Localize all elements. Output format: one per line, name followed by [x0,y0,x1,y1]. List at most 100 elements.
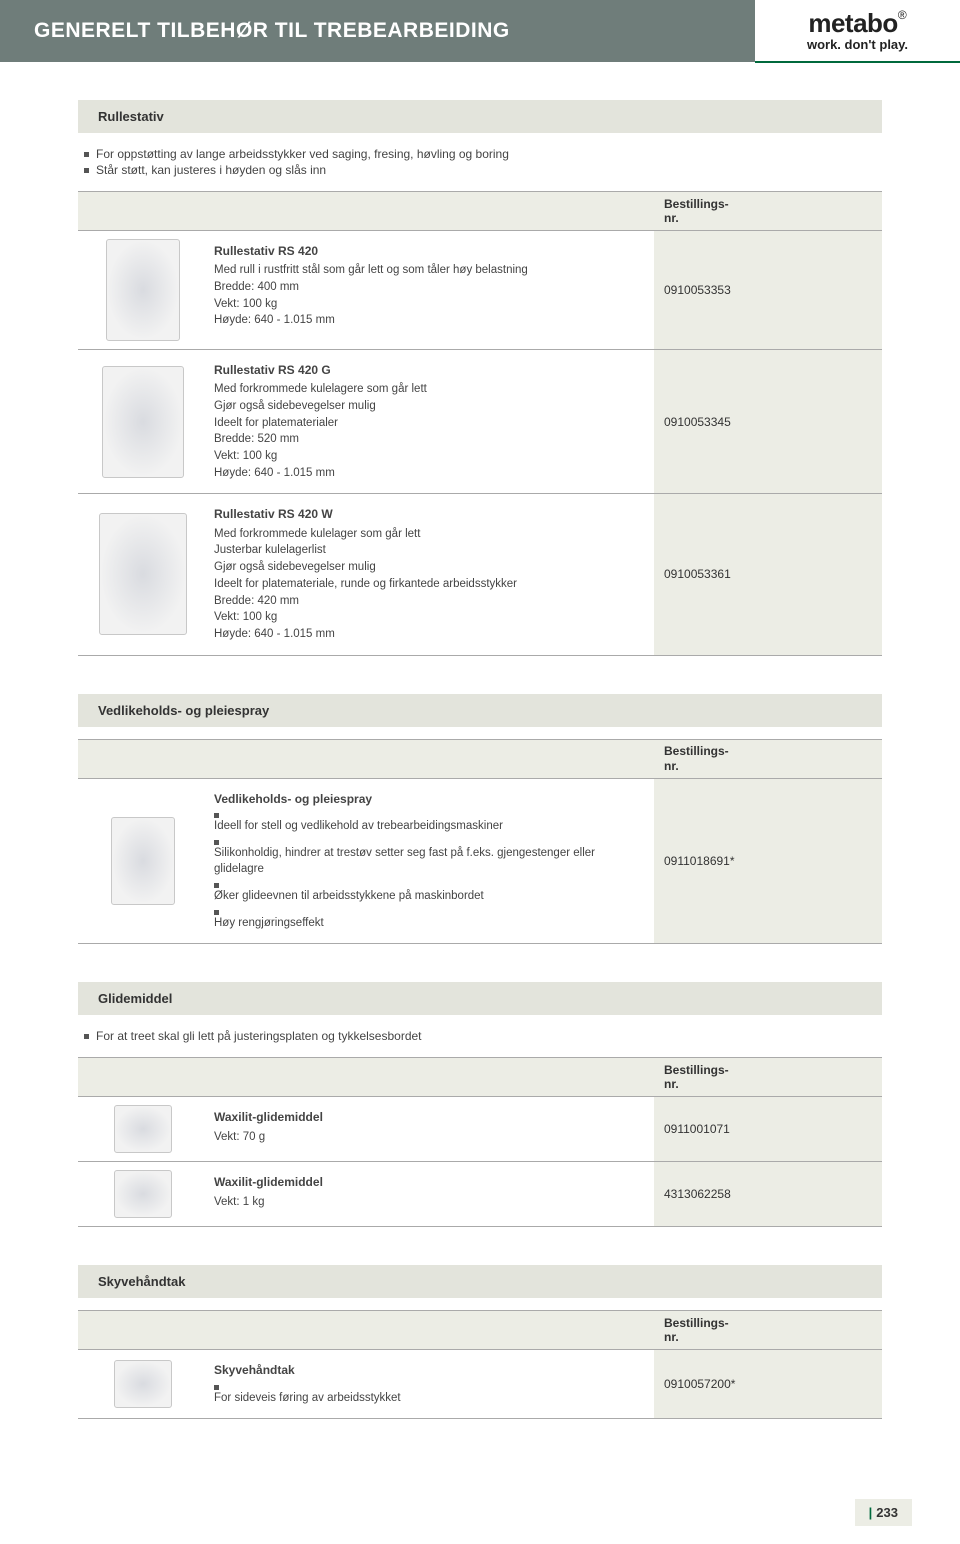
order-number: 4313062258 [654,1162,882,1226]
product-spec-line: Høyde: 640 - 1.015 mm [214,312,644,329]
product-spec-line: Ideelt for platemateriale, runde og firk… [214,576,644,593]
product-title: Waxilit-glidemiddel [214,1174,644,1191]
product-description: Rullestativ RS 420 G Med forkrommede kule… [208,350,654,493]
product-row: Rullestativ RS 420 G Med forkrommede kule… [78,350,882,494]
bullet-item: Står støtt, kan justeres i høyden og slå… [84,163,882,177]
section-intro: For at treet skal gli lett på justerings… [78,1015,882,1057]
bullet-text: Ideell for stell og vedlikehold av trebe… [214,818,644,835]
logo-text: metabo [808,8,897,38]
product-row: Rullestativ RS 420 W Med forkrommede kule… [78,494,882,655]
page-header: GENERELT TILBEHØR TIL TREBEARBEIDING met… [0,0,960,62]
bullet-square-icon [84,1034,89,1039]
product-spec-line: Med rull i rustfritt stål som går lett o… [214,262,644,279]
product-spec-line: Vekt: 100 kg [214,609,644,626]
product-description: Vedlikeholds- og pleiespray Ideell for st… [208,779,654,944]
section-title: Skyvehåndtak [78,1265,882,1298]
page-content: Rullestativ For oppstøtting av lange arbe… [0,62,960,1439]
bullet-text: Høy rengjøringseffekt [214,915,644,932]
product-image-cell [78,1097,208,1161]
product-spec-line: Gjør også sidebevegelser mulig [214,398,644,415]
product-row: Rullestativ RS 420 Med rull i rustfritt s… [78,231,882,350]
product-spec-line: Høyde: 640 - 1.015 mm [214,465,644,482]
order-header: Bestillings-nr. [78,1057,882,1097]
product-image [99,513,187,635]
product-image [111,817,175,905]
bullet-text: Silikonholdig, hindrer at trestøv setter… [214,845,644,878]
product-title: Rullestativ RS 420 W [214,506,644,523]
product-spec-line: Med forkrommede kulelager som går lett [214,526,644,543]
order-number: 0910053345 [654,350,882,493]
product-description: Rullestativ RS 420 Med rull i rustfritt s… [208,231,654,349]
bullet-text: Står støtt, kan justeres i høyden og slå… [96,163,326,177]
product-spec-line: Justerbar kulelagerlist [214,542,644,559]
product-image [114,1105,172,1153]
product-description: Skyvehåndtak For sideveis føring av arbei… [208,1350,654,1418]
order-header-label: Bestillings-nr. [654,744,882,773]
product-spec-line: Bredde: 400 mm [214,279,644,296]
product-spec-line: Bredde: 520 mm [214,431,644,448]
product-row: Waxilit-glidemiddel Vekt: 70 g 0911001071 [78,1097,882,1162]
section-title: Glidemiddel [78,982,882,1015]
product-image-cell [78,1162,208,1226]
product-row: Vedlikeholds- og pleiespray Ideell for st… [78,779,882,945]
product-image-cell [78,350,208,493]
product-title: Rullestativ RS 420 [214,243,644,260]
product-title: Vedlikeholds- og pleiespray [214,791,644,808]
product-spec-line: Vekt: 1 kg [214,1194,644,1211]
bullet-item: Høy rengjøringseffekt [214,910,644,932]
product-spec-line: Vekt: 100 kg [214,296,644,313]
product-spec-line: Bredde: 420 mm [214,593,644,610]
bullet-item: For oppstøtting av lange arbeidsstykker … [84,147,882,161]
section-title: Vedlikeholds- og pleiespray [78,694,882,727]
product-spec-line: Ideelt for platematerialer [214,415,644,432]
order-number: 0910053353 [654,231,882,349]
order-header-label: Bestillings-nr. [654,197,882,226]
logo-tagline: work. don't play. [807,37,908,52]
bullet-text: For sideveis føring av arbeidsstykket [214,1390,644,1407]
product-spec-line: Høyde: 640 - 1.015 mm [214,626,644,643]
product-image-cell [78,779,208,944]
product-row: Waxilit-glidemiddel Vekt: 1 kg 4313062258 [78,1162,882,1227]
order-number: 0911018691* [654,779,882,944]
product-image [102,366,183,478]
section-title: Rullestativ [78,100,882,133]
product-spec-line: Vekt: 100 kg [214,448,644,465]
page-number: |233 [855,1499,912,1526]
bullet-square-icon [84,168,89,173]
bullet-square-icon [84,152,89,157]
product-title: Skyvehåndtak [214,1362,644,1379]
product-image [114,1170,172,1218]
product-image-cell [78,494,208,654]
product-spec-line: Gjør også sidebevegelser mulig [214,559,644,576]
logo-reg: ® [898,8,907,22]
bullet-text: Øker glideevnen til arbeidsstykkene på m… [214,888,644,905]
section-intro: For oppstøtting av lange arbeidsstykker … [78,133,882,191]
product-row: Skyvehåndtak For sideveis føring av arbei… [78,1350,882,1419]
order-header: Bestillings-nr. [78,191,882,231]
order-header-label: Bestillings-nr. [654,1063,882,1092]
product-description: Rullestativ RS 420 W Med forkrommede kule… [208,494,654,654]
order-number: 0910053361 [654,494,882,654]
bullet-text: For oppstøtting av lange arbeidsstykker … [96,147,509,161]
order-header-label: Bestillings-nr. [654,1316,882,1345]
product-title: Waxilit-glidemiddel [214,1109,644,1126]
order-header: Bestillings-nr. [78,1310,882,1350]
page-footer: |233 [0,1499,960,1544]
product-title: Rullestativ RS 420 G [214,362,644,379]
bullet-item: Silikonholdig, hindrer at trestøv setter… [214,840,644,878]
product-spec-line: Med forkrommede kulelagere som går lett [214,381,644,398]
product-description: Waxilit-glidemiddel Vekt: 70 g [208,1097,654,1161]
bullet-item: For at treet skal gli lett på justerings… [84,1029,882,1043]
product-spec-line: Vekt: 70 g [214,1129,644,1146]
order-number: 0911001071 [654,1097,882,1161]
product-description: Waxilit-glidemiddel Vekt: 1 kg [208,1162,654,1226]
product-image-cell [78,231,208,349]
bullet-text: For at treet skal gli lett på justerings… [96,1029,422,1043]
bullet-item: Øker glideevnen til arbeidsstykkene på m… [214,883,644,905]
product-image [106,239,180,341]
page-title: GENERELT TILBEHØR TIL TREBEARBEIDING [0,0,755,62]
product-image-cell [78,1350,208,1418]
bullet-item: Ideell for stell og vedlikehold av trebe… [214,813,644,835]
product-image [114,1360,172,1408]
bullet-item: For sideveis føring av arbeidsstykket [214,1385,644,1407]
